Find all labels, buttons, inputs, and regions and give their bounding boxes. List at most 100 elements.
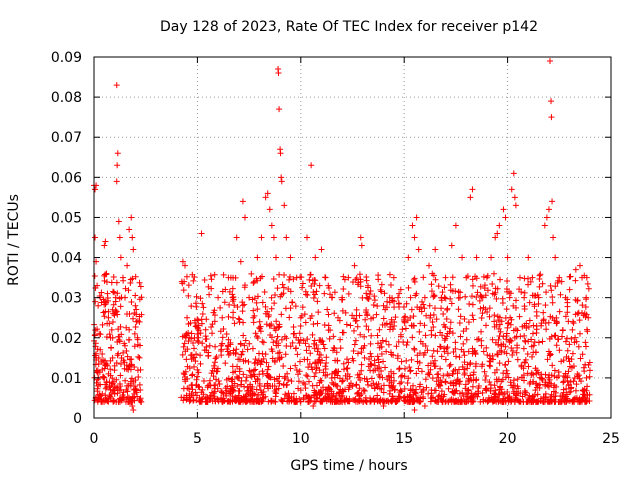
data-point (105, 308, 112, 315)
data-point (111, 312, 118, 319)
data-point (457, 313, 464, 320)
data-point (100, 296, 107, 303)
data-point (126, 326, 133, 333)
data-point (211, 382, 218, 389)
data-point (215, 294, 222, 301)
data-point (373, 311, 380, 318)
data-point (242, 282, 249, 289)
data-point (250, 307, 257, 314)
data-point (407, 367, 414, 374)
data-point (457, 289, 464, 296)
data-point (135, 374, 142, 381)
data-point (273, 375, 280, 382)
data-point (286, 273, 293, 280)
data-point (405, 398, 412, 405)
data-point (308, 162, 315, 169)
data-point (457, 378, 464, 385)
data-point (124, 262, 131, 269)
data-point (581, 391, 588, 398)
data-point (545, 319, 552, 326)
data-point (334, 357, 341, 364)
data-point (413, 290, 420, 297)
data-point (108, 326, 115, 333)
data-point (315, 309, 322, 316)
data-point (489, 281, 496, 288)
data-point (386, 271, 393, 278)
data-point (387, 281, 394, 288)
data-point (96, 330, 103, 337)
data-point (501, 348, 508, 355)
data-point (233, 234, 240, 241)
data-point (395, 300, 402, 307)
data-point (489, 290, 496, 297)
data-point (576, 398, 583, 405)
data-point (327, 291, 334, 298)
data-point (137, 398, 144, 405)
data-point (205, 283, 212, 290)
data-point (508, 382, 515, 389)
data-point (233, 346, 240, 353)
data-point (564, 377, 571, 384)
data-point (526, 299, 533, 306)
data-point (126, 362, 133, 369)
data-point (181, 278, 188, 285)
data-point (404, 339, 411, 346)
data-point (480, 304, 487, 311)
data-point (469, 383, 476, 390)
data-point (321, 345, 328, 352)
data-point (122, 377, 129, 384)
data-point (136, 354, 143, 361)
data-point (206, 342, 213, 349)
data-point (207, 272, 214, 279)
data-point (324, 371, 331, 378)
data-point (398, 379, 405, 386)
data-point (459, 254, 466, 261)
data-point (106, 383, 113, 390)
data-point (219, 314, 226, 321)
data-point (111, 383, 118, 390)
data-point (475, 383, 482, 390)
data-point (103, 333, 110, 340)
data-point (416, 350, 423, 357)
data-point (332, 369, 339, 376)
data-point (211, 318, 218, 325)
data-point (133, 311, 140, 318)
data-point (516, 313, 523, 320)
data-point (319, 357, 326, 364)
data-point (487, 358, 494, 365)
data-point (208, 276, 215, 283)
data-point (255, 350, 262, 357)
x-tick-label: 15 (395, 431, 413, 447)
data-point (494, 230, 501, 237)
data-point (368, 382, 375, 389)
data-point (545, 383, 552, 390)
data-point (262, 194, 269, 201)
data-point (584, 383, 591, 390)
data-point (309, 331, 316, 338)
data-point (435, 374, 442, 381)
data-point (363, 294, 370, 301)
data-point (409, 334, 416, 341)
data-point (378, 350, 385, 357)
data-point (545, 374, 552, 381)
data-point (558, 278, 565, 285)
data-point (318, 398, 325, 405)
data-point (411, 398, 418, 405)
data-point (229, 389, 236, 396)
data-point (111, 390, 118, 397)
data-point (540, 316, 547, 323)
data-point (391, 318, 398, 325)
data-point (113, 398, 120, 405)
data-point (420, 387, 427, 394)
data-point (236, 356, 243, 363)
data-point (229, 363, 236, 370)
data-point (266, 311, 273, 318)
data-point (383, 338, 390, 345)
data-point (183, 356, 190, 363)
data-point (183, 396, 190, 403)
data-point (115, 218, 122, 225)
data-point (470, 316, 477, 323)
data-point (564, 391, 571, 398)
data-point (283, 392, 290, 399)
data-point (245, 358, 252, 365)
